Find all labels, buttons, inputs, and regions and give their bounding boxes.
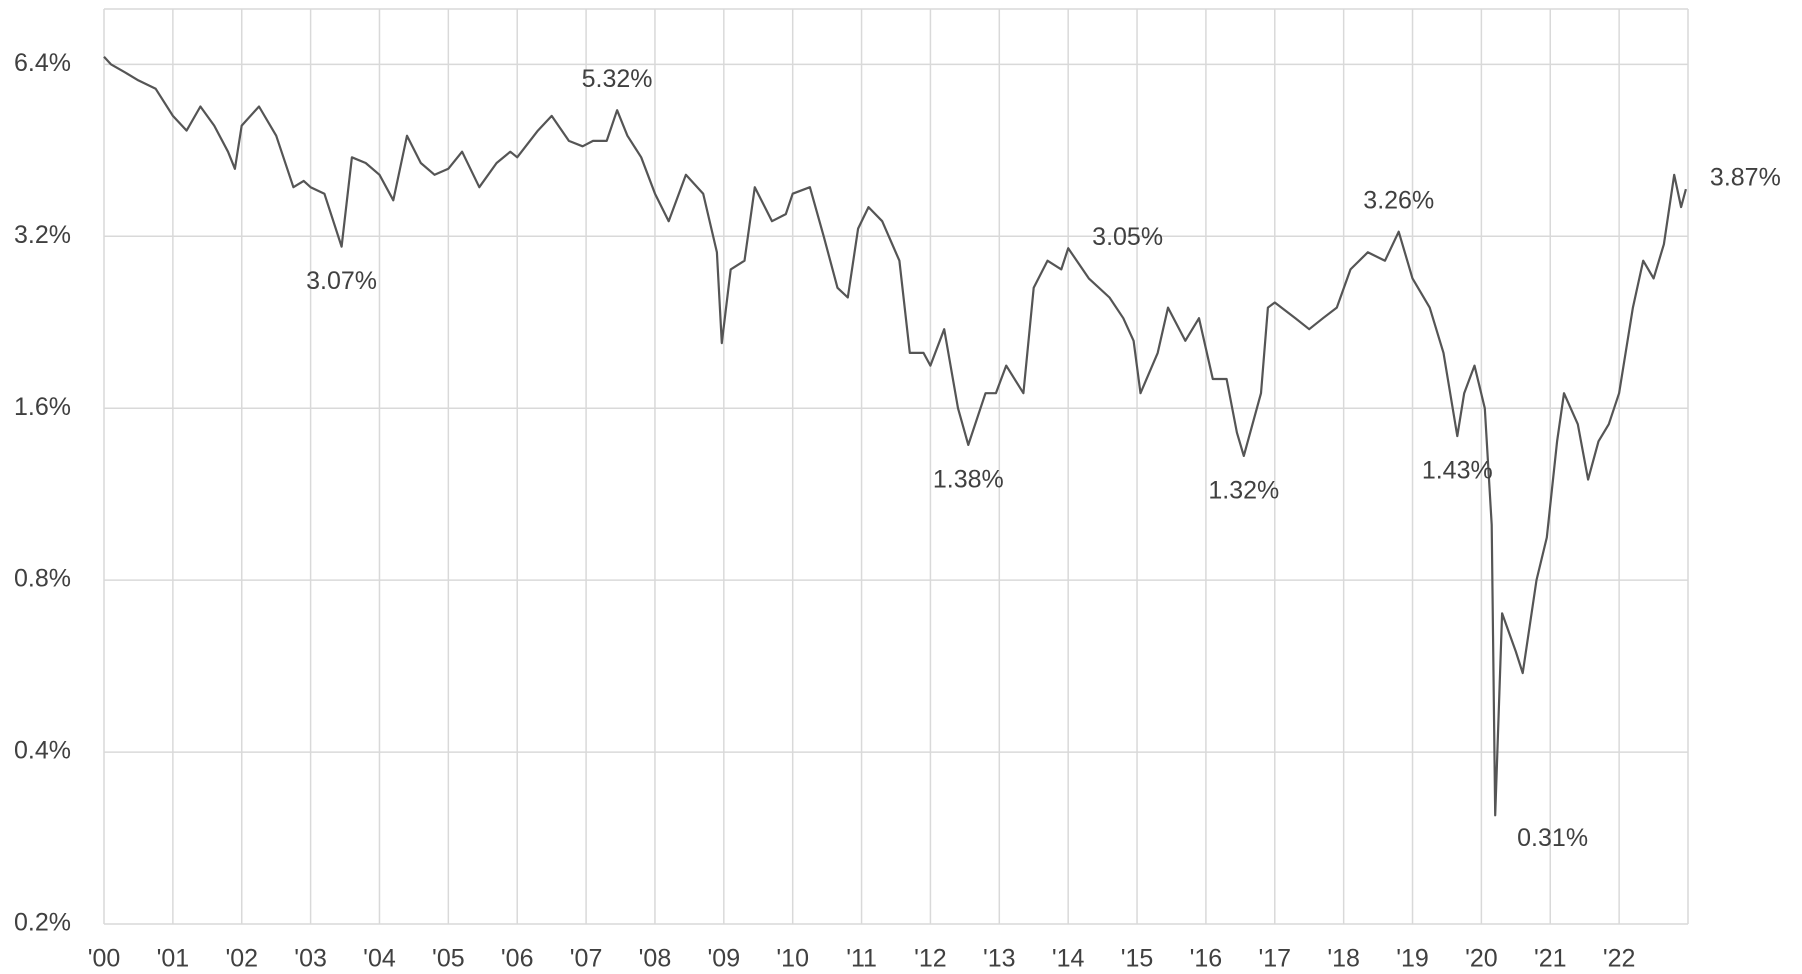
data-label: 3.26% [1363, 186, 1434, 214]
x-tick-label: '09 [708, 945, 741, 973]
x-tick-label: '13 [983, 945, 1016, 973]
x-tick-label: '16 [1190, 945, 1223, 973]
data-label: 3.07% [306, 267, 377, 295]
x-tick-label: '14 [1052, 945, 1085, 973]
x-tick-label: '06 [501, 945, 534, 973]
data-label: 1.38% [933, 466, 1004, 494]
x-tick-label: '15 [1121, 945, 1154, 973]
x-tick-label: '19 [1396, 945, 1429, 973]
x-tick-label: '00 [88, 945, 121, 973]
y-tick-label: 3.2% [14, 221, 71, 249]
y-tick-label: 6.4% [14, 49, 71, 77]
x-tick-label: '07 [570, 945, 603, 973]
x-tick-label: '12 [914, 945, 947, 973]
x-tick-label: '21 [1534, 945, 1567, 973]
line-series [103, 55, 1687, 817]
x-tick-label: '08 [639, 945, 672, 973]
x-tick-label: '20 [1465, 945, 1498, 973]
data-label: 1.32% [1208, 477, 1279, 505]
x-tick-label: '02 [225, 945, 258, 973]
x-tick-label: '10 [776, 945, 809, 973]
x-tick-label: '04 [363, 945, 396, 973]
x-tick-label: '01 [157, 945, 190, 973]
data-label: 1.43% [1422, 457, 1493, 485]
x-tick-label: '22 [1603, 945, 1636, 973]
x-tick-label: '03 [294, 945, 327, 973]
y-tick-label: 0.2% [14, 909, 71, 937]
data-label: 5.32% [582, 65, 653, 93]
y-tick-label: 0.8% [14, 565, 71, 593]
y-tick-label: 0.4% [14, 737, 71, 765]
data-label: 3.87% [1710, 164, 1781, 192]
data-label: 3.05% [1092, 223, 1163, 251]
x-tick-label: '17 [1258, 945, 1291, 973]
x-tick-label: '18 [1327, 945, 1360, 973]
x-tick-label: '11 [846, 945, 877, 973]
x-tick-label: '05 [432, 945, 465, 973]
y-tick-label: 1.6% [14, 393, 71, 421]
data-label: 0.31% [1517, 824, 1588, 852]
